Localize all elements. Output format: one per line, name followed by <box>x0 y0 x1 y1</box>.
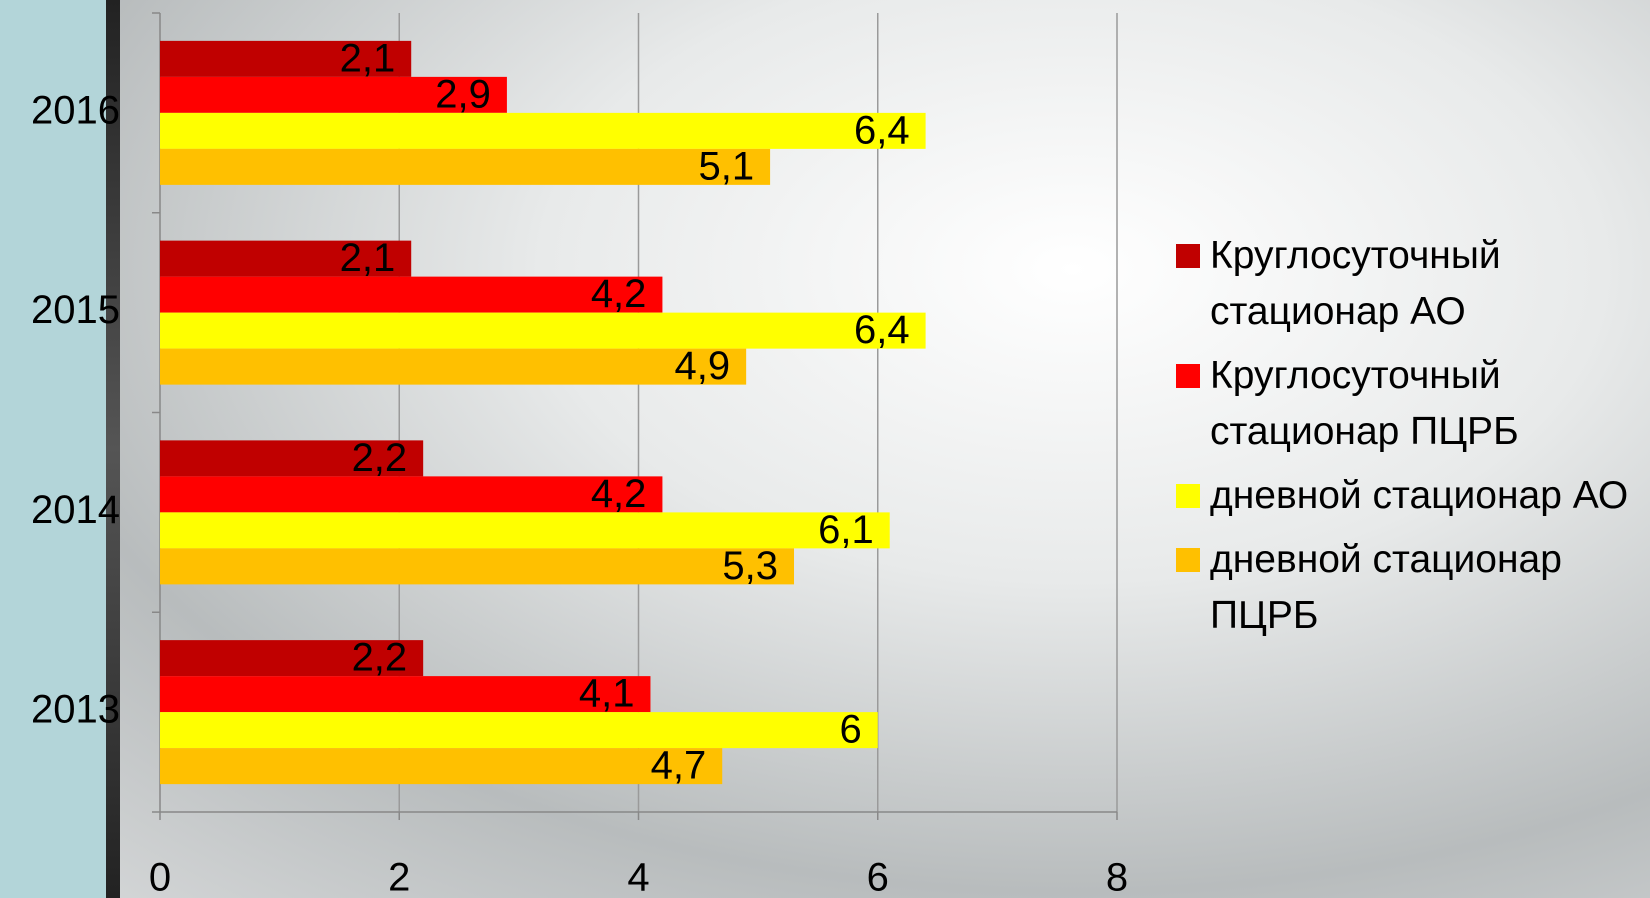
legend-label: дневной стационар ПЦРБ <box>1210 538 1562 637</box>
bar <box>160 276 663 313</box>
data-label: 6 <box>840 708 862 752</box>
bar <box>160 712 878 749</box>
data-label: 4,1 <box>579 672 635 716</box>
legend-item: Круглосуточный стационар АО <box>1176 228 1646 340</box>
data-label: 6,1 <box>818 508 874 552</box>
bar <box>160 440 424 477</box>
data-label: 6,4 <box>854 308 910 352</box>
data-label: 2,2 <box>352 636 408 680</box>
bar <box>160 40 412 77</box>
bar <box>160 76 507 113</box>
legend-item: Круглосуточный стационар ПЦРБ <box>1176 348 1646 460</box>
legend: Круглосуточный стационар АО Круглосуточны… <box>1176 228 1646 644</box>
bar <box>160 748 723 785</box>
bar <box>160 348 747 385</box>
legend-item: дневной стационар АО <box>1176 468 1646 524</box>
x-tick-label: 8 <box>1106 856 1128 898</box>
bar <box>160 640 424 677</box>
data-label: 4,7 <box>651 744 707 788</box>
x-tick-label: 4 <box>627 856 649 898</box>
bar <box>160 312 926 349</box>
legend-swatch <box>1176 244 1200 268</box>
y-tick-label: 2013 <box>31 688 120 732</box>
side-edge <box>106 0 120 898</box>
data-label: 2,1 <box>340 36 396 80</box>
y-tick-label: 2014 <box>31 488 120 532</box>
bar <box>160 476 663 513</box>
data-label: 4,9 <box>675 344 731 388</box>
y-tick-label: 2015 <box>31 288 120 332</box>
data-label: 5,3 <box>722 544 778 588</box>
legend-label: Круглосуточный стационар ПЦРБ <box>1210 354 1519 453</box>
bar <box>160 112 926 149</box>
bar <box>160 148 771 185</box>
x-tick-label: 2 <box>388 856 410 898</box>
data-label: 2,9 <box>435 72 491 116</box>
data-label: 2,2 <box>352 436 408 480</box>
side-strip <box>0 0 106 898</box>
bar <box>160 548 795 585</box>
legend-swatch <box>1176 484 1200 508</box>
y-tick-label: 2016 <box>31 88 120 132</box>
data-label: 6,4 <box>854 108 910 152</box>
legend-label: Круглосуточный стационар АО <box>1210 234 1501 333</box>
data-label: 4,2 <box>591 472 647 516</box>
bar <box>160 512 890 549</box>
x-tick-label: 0 <box>149 856 171 898</box>
legend-swatch <box>1176 548 1200 572</box>
data-label: 4,2 <box>591 272 647 316</box>
bar <box>160 676 651 713</box>
legend-swatch <box>1176 364 1200 388</box>
legend-item: дневной стационар ПЦРБ <box>1176 532 1646 644</box>
bar <box>160 240 412 277</box>
data-label: 5,1 <box>698 144 754 188</box>
data-label: 2,1 <box>340 236 396 280</box>
legend-label: дневной стационар АО <box>1210 474 1629 517</box>
x-tick-label: 6 <box>867 856 889 898</box>
